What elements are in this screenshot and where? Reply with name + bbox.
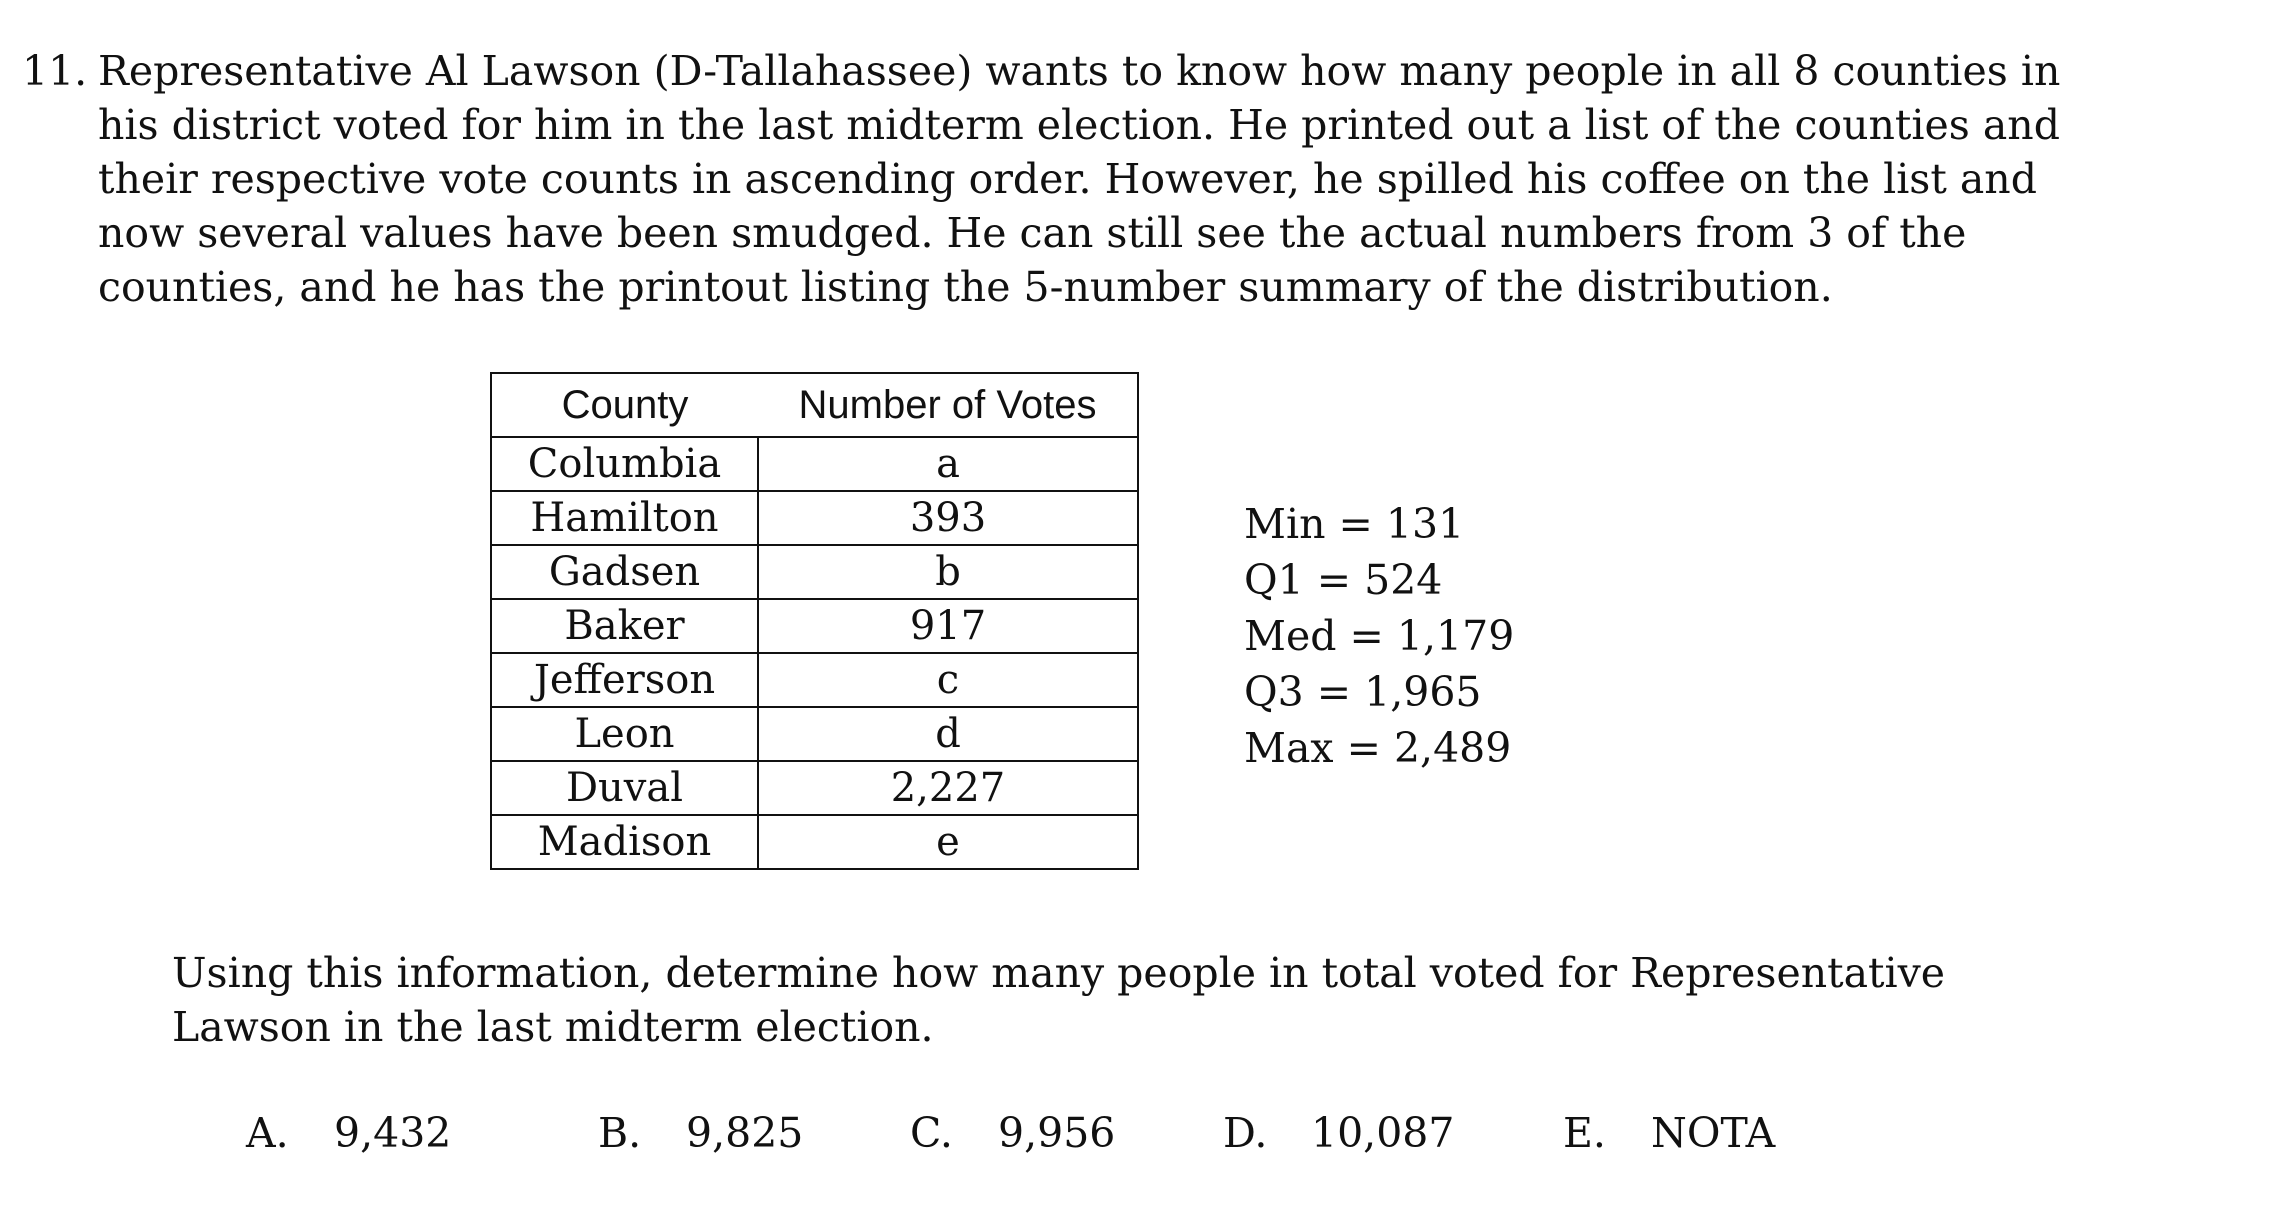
choice-value: 9,956 (998, 1109, 1116, 1157)
county-cell: Baker (490, 598, 759, 654)
votes-cell: 393 (757, 490, 1139, 546)
table-header-row: County Number of Votes (490, 372, 1139, 438)
county-cell: Leon (490, 706, 759, 762)
question-line: his district voted for him in the last m… (98, 101, 2060, 149)
choice-letter: B. (598, 1109, 642, 1157)
choice-value: 10,087 (1311, 1109, 1455, 1157)
votes-cell: 917 (757, 598, 1139, 654)
choice-value: 9,432 (334, 1109, 452, 1157)
question-prompt: Using this information, determine how ma… (172, 946, 1945, 1054)
choice-letter: A. (246, 1109, 289, 1157)
summary-max: Max = 2,489 (1244, 724, 1512, 772)
question-number: 11. (22, 47, 88, 95)
summary-median: Med = 1,179 (1244, 612, 1515, 660)
choice-a[interactable]: A. 9,432 (246, 1106, 451, 1160)
table-row: Gadsen b (490, 544, 1139, 600)
choice-d[interactable]: D. 10,087 (1223, 1106, 1454, 1160)
table-row: Duval 2,227 (490, 760, 1139, 816)
county-cell: Hamilton (490, 490, 759, 546)
votes-cell: 2,227 (757, 760, 1139, 816)
table-row: Baker 917 (490, 598, 1139, 654)
county-cell: Gadsen (490, 544, 759, 600)
county-cell: Columbia (490, 436, 759, 492)
choice-b[interactable]: B. 9,825 (598, 1106, 803, 1160)
question-line: Representative Al Lawson (D-Tallahassee)… (98, 47, 2061, 95)
county-cell: Jefferson (490, 652, 759, 708)
county-cell: Duval (490, 760, 759, 816)
summary-min: Min = 131 (1244, 500, 1465, 548)
summary-q3: Q3 = 1,965 (1244, 668, 1482, 716)
question-text: Representative Al Lawson (D-Tallahassee)… (98, 44, 2061, 314)
table-row: Leon d (490, 706, 1139, 762)
votes-cell: c (757, 652, 1139, 708)
table-row: Madison e (490, 814, 1139, 870)
prompt-line: Using this information, determine how ma… (172, 949, 1946, 997)
choice-letter: D. (1223, 1109, 1268, 1157)
county-cell: Madison (490, 814, 759, 870)
question-line: counties, and he has the printout listin… (98, 263, 1833, 311)
choice-e[interactable]: E. NOTA (1563, 1106, 1775, 1160)
votes-cell: b (757, 544, 1139, 600)
table-row: Columbia a (490, 436, 1139, 492)
question-block: 11. Representative Al Lawson (D-Tallahas… (22, 44, 2061, 314)
votes-cell: e (757, 814, 1139, 870)
votes-cell: a (757, 436, 1139, 492)
five-number-summary: Min = 131 Q1 = 524 Med = 1,179 Q3 = 1,96… (1244, 496, 1514, 776)
question-line: their respective vote counts in ascendin… (98, 155, 2037, 203)
choice-value: 9,825 (686, 1109, 804, 1157)
votes-cell: d (757, 706, 1139, 762)
summary-q1: Q1 = 524 (1244, 556, 1443, 604)
table-row: Jefferson c (490, 652, 1139, 708)
choice-value: NOTA (1651, 1109, 1776, 1157)
table-row: Hamilton 393 (490, 490, 1139, 546)
prompt-line: Lawson in the last midterm election. (172, 1003, 934, 1051)
choice-letter: C. (910, 1109, 953, 1157)
choice-c[interactable]: C. 9,956 (910, 1106, 1115, 1160)
votes-column-header: Number of Votes (758, 372, 1139, 438)
votes-table: County Number of Votes Columbia a Hamilt… (490, 372, 1139, 870)
question-line: now several values have been smudged. He… (98, 209, 1967, 257)
county-column-header: County (490, 372, 758, 438)
choice-letter: E. (1563, 1109, 1606, 1157)
